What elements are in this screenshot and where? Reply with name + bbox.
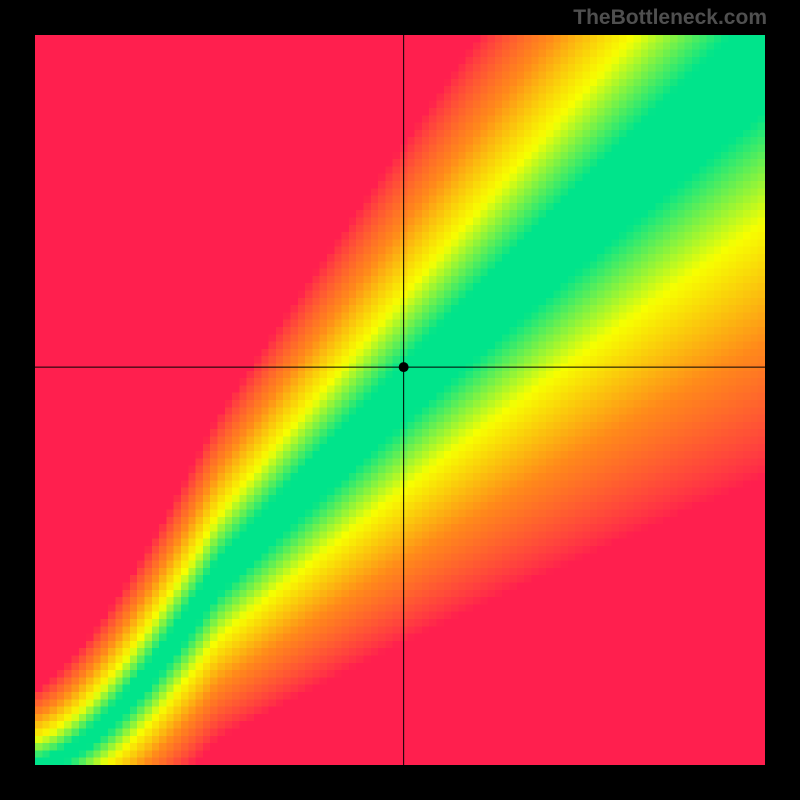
bottleneck-heatmap (35, 35, 765, 765)
chart-container: TheBottleneck.com (0, 0, 800, 800)
watermark-text: TheBottleneck.com (573, 6, 767, 30)
